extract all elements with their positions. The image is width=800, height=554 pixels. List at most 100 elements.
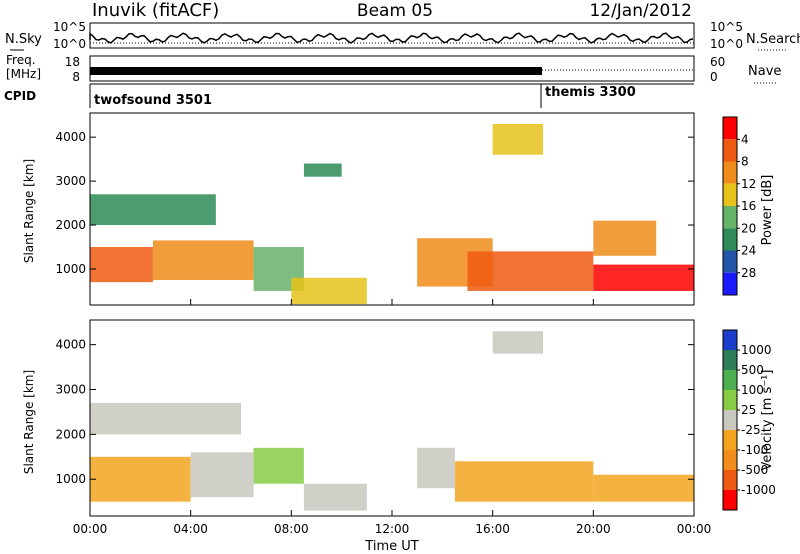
power-colorbar-label-0: 4	[741, 132, 749, 146]
power-colorbar-label: Power [dB]	[760, 175, 775, 246]
power-colorbar: 4 8 12 16 20 24 28	[722, 116, 756, 296]
velocity-colorbar-label-4: -25	[741, 423, 761, 437]
power-colorbar-swatch-3	[723, 183, 737, 206]
velocity-colorbar-swatch-3	[723, 390, 737, 410]
velocity-colorbar-swatch-5	[723, 430, 737, 450]
power-colorbar-swatch-6	[723, 250, 737, 273]
power-colorbar-swatch-0	[723, 117, 737, 140]
power-ytick-label-2: 3000	[55, 174, 86, 188]
power-region-5	[467, 251, 594, 291]
velocity-colorbar-swatch-1	[723, 350, 737, 370]
power-heatmap	[90, 123, 694, 305]
velocity-colorbar-swatch-7	[723, 470, 737, 490]
power-region-7	[90, 194, 216, 226]
velocity-colorbar-label-3: 25	[741, 403, 756, 417]
velocity-region-7	[90, 402, 241, 435]
power-region-9	[492, 123, 543, 155]
power-colorbar-label-5: 24	[741, 244, 756, 258]
time-tick-label-2: 08:00	[274, 522, 309, 536]
nave-tick-top: 60	[710, 55, 725, 69]
velocity-colorbar-label-2: 100	[741, 383, 764, 397]
time-axis: 00:00 04:00 08:00 12:00 16:00 20:00 00:00	[73, 299, 712, 536]
velocity-colorbar-label-0: 1000	[741, 343, 772, 357]
power-y-ticks: 1000 2000 3000 4000	[55, 130, 694, 276]
power-region-1	[152, 240, 254, 280]
beam-title: Beam 05	[357, 1, 433, 21]
velocity-panel: 1000 2000 3000 4000 Slant Range [km] 1000 50…	[22, 319, 776, 517]
power-colorbar-label-6: 28	[741, 266, 756, 280]
power-colorbar-swatch-5	[723, 228, 737, 251]
power-ytick-label-1: 2000	[55, 218, 86, 232]
velocity-region-3	[303, 483, 367, 511]
power-colorbar-label-1: 8	[741, 155, 749, 169]
freq-tick-top: 18	[65, 55, 80, 69]
nave-tick-bottom: 0	[710, 70, 718, 84]
power-colorbar-label-4: 20	[741, 221, 756, 235]
power-colorbar-label-2: 12	[741, 177, 756, 191]
velocity-ytick-label-2: 3000	[55, 383, 86, 397]
velocity-region-6	[593, 474, 694, 502]
power-ytick-label-0: 1000	[55, 262, 86, 276]
velocity-region-1	[190, 452, 254, 498]
nsky-panel: N.Sky 10^5 10^0 10^5 10^0 N.Search	[5, 20, 800, 51]
nave-label: Nave	[748, 64, 781, 79]
velocity-colorbar-label-5: -100	[741, 443, 768, 457]
velocity-ytick-label-1: 2000	[55, 427, 86, 441]
nsky-line	[89, 32, 694, 44]
freq-tick-bottom: 8	[72, 70, 80, 84]
velocity-colorbar-swatch-4	[723, 410, 737, 430]
velocity-colorbar-swatch-6	[723, 450, 737, 470]
cpid-mode-2: themis 3300	[545, 85, 636, 100]
cpid-label: CPID	[4, 89, 36, 103]
freq-trace	[90, 67, 542, 75]
velocity-y-ticks: 1000 2000 3000 4000	[55, 338, 694, 486]
velocity-y-axis-label: Slant Range [km]	[22, 370, 36, 474]
velocity-colorbar: 1000 500 100 25 -25 -100 -500 -1000	[722, 329, 776, 511]
nsearch-label: N.Search	[746, 32, 800, 47]
freq-panel: Freq. [MHz] 18 8 60 0 Nave	[6, 53, 781, 84]
station-title: Inuvik (fitACF)	[92, 0, 219, 21]
velocity-region-8	[492, 331, 543, 354]
power-region-10	[593, 220, 657, 256]
velocity-region-0	[90, 456, 191, 502]
power-ytick-label-3: 4000	[55, 130, 86, 144]
nsearch-tick-bottom: 10^0	[710, 37, 743, 51]
velocity-region-5	[454, 461, 594, 502]
power-panel: 1000 2000 3000 4000 Slant Range [km] 4 8 12 16…	[22, 112, 775, 306]
velocity-colorbar-label: Velocity [m s⁻¹]	[760, 370, 775, 471]
date-title: 12/Jan/2012	[589, 1, 692, 21]
velocity-colorbar-frame	[722, 329, 738, 511]
nsky-label: N.Sky	[5, 32, 42, 47]
power-colorbar-swatch-4	[723, 206, 737, 229]
time-tick-label-3: 12:00	[375, 522, 410, 536]
time-tick-label-5: 20:00	[576, 522, 611, 536]
time-tick-label-1: 04:00	[173, 522, 208, 536]
time-tick-label-6: 00:00	[677, 522, 712, 536]
power-region-8	[303, 163, 342, 177]
freq-label-line2: [MHz]	[6, 67, 41, 81]
power-colorbar-swatch-2	[723, 161, 737, 184]
nsky-trace	[89, 32, 694, 44]
velocity-region-2	[253, 447, 304, 484]
velocity-colorbar-swatch-2	[723, 370, 737, 390]
power-region-3	[291, 277, 367, 305]
velocity-colorbar-label-1: 500	[741, 363, 764, 377]
power-region-0	[90, 247, 153, 283]
velocity-colorbar-label-7: -1000	[741, 483, 776, 497]
time-tick-label-4: 16:00	[475, 522, 510, 536]
velocity-colorbar-swatch-8	[723, 490, 737, 510]
velocity-region-4	[417, 447, 455, 489]
power-region-6	[593, 264, 694, 291]
time-tick-label-0: 00:00	[73, 522, 108, 536]
velocity-colorbar-swatch-0	[723, 330, 737, 350]
nsky-tick-bottom: 10^0	[53, 37, 86, 51]
power-colorbar-label-3: 16	[741, 199, 756, 213]
nsearch-tick-top: 10^5	[710, 20, 743, 34]
velocity-heatmap	[90, 331, 694, 511]
cpid-mode-1: twofsound 3501	[94, 93, 212, 108]
freq-label-line1: Freq.	[6, 53, 36, 67]
power-colorbar-swatch-1	[723, 139, 737, 162]
power-colorbar-swatch-7	[723, 272, 737, 295]
nsky-tick-top: 10^5	[53, 20, 86, 34]
